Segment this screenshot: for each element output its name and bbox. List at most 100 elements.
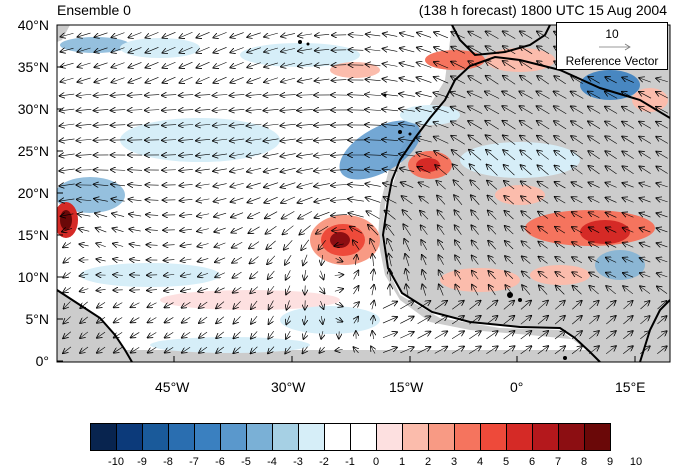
wind-vector-arrow <box>623 258 634 263</box>
wind-vector-arrow <box>230 183 244 187</box>
wind-vector-arrow <box>129 47 142 52</box>
wind-vector-arrow <box>657 243 668 247</box>
wind-vector-arrow <box>334 244 344 246</box>
wind-vector-arrow <box>485 121 499 130</box>
wind-vector-arrow <box>588 346 599 355</box>
wind-vector-arrow <box>571 166 583 175</box>
wind-vector-arrow <box>247 62 261 68</box>
wind-vector-arrow <box>572 257 583 264</box>
wind-vector-arrow <box>571 136 584 145</box>
wind-vector-arrow <box>657 286 668 294</box>
wind-vector-arrow <box>469 316 480 325</box>
wind-vector-arrow <box>605 136 617 144</box>
wind-vector-arrow <box>231 212 244 218</box>
wind-vector-arrow <box>486 150 499 161</box>
wind-vector-arrow <box>503 331 515 340</box>
wind-vector-arrow <box>280 124 296 126</box>
colorbar-swatch <box>506 423 533 451</box>
wind-vector-arrow <box>180 76 193 83</box>
wind-vector-arrow <box>281 48 296 51</box>
wind-vector-arrow <box>319 346 324 353</box>
wind-vector-arrow <box>537 346 548 355</box>
wind-vector-arrow <box>130 259 141 260</box>
wind-vector-arrow <box>383 183 398 187</box>
wind-vector-arrow <box>400 48 415 53</box>
wind-vector-arrow <box>656 78 668 81</box>
wind-vector-arrow <box>505 241 514 250</box>
wind-vector-arrow <box>213 154 228 156</box>
colorbar-swatch <box>142 423 169 451</box>
wind-vector-arrow <box>606 316 615 325</box>
wind-vector-arrow <box>588 166 600 175</box>
wind-vector-arrow <box>314 139 330 140</box>
wind-vector-arrow <box>555 272 565 279</box>
wind-vector-arrow <box>623 273 634 277</box>
wind-vector-arrow <box>334 289 343 291</box>
lat-label: 10°N <box>17 269 49 285</box>
wind-vector-arrow <box>639 183 651 187</box>
wind-vector-arrow <box>405 254 409 267</box>
reference-vector-magnitude: 10 <box>605 27 619 41</box>
wind-vector-arrow <box>639 198 651 202</box>
wind-vector-arrow <box>162 170 176 171</box>
wind-vector-arrow <box>163 76 176 83</box>
wind-vector-arrow <box>588 331 599 340</box>
wind-vector-arrow <box>555 212 566 219</box>
colorbar-label: -8 <box>163 456 173 468</box>
reference-arrow-icon <box>599 43 631 51</box>
wind-vector-arrow <box>434 331 447 339</box>
wind-vector-arrow <box>503 150 516 161</box>
wind-vector-arrow <box>331 140 348 141</box>
wind-vector-arrow <box>198 258 209 261</box>
wind-vector-arrow <box>321 331 323 339</box>
wind-vector-arrow <box>314 154 330 156</box>
wind-vector-arrow <box>214 198 227 201</box>
wind-vector-arrow <box>266 240 276 249</box>
wind-vector-arrow <box>146 32 159 37</box>
wind-vector-arrow <box>390 269 391 281</box>
wind-vector-arrow <box>554 151 566 160</box>
wind-vector-arrow <box>505 226 514 235</box>
wind-vector-arrow <box>554 316 565 325</box>
wind-vector-arrow <box>556 286 565 295</box>
wind-vector-arrow <box>146 245 158 246</box>
wind-vector-arrow <box>264 168 279 172</box>
wind-vector-arrow <box>366 34 381 36</box>
wind-vector-arrow <box>622 107 635 114</box>
wind-vector-arrow <box>264 196 278 203</box>
wind-vector-arrow <box>437 196 446 205</box>
colorbar-label: 5 <box>502 456 510 468</box>
wind-vector-arrow <box>196 139 211 140</box>
colorbar-label: -6 <box>215 456 225 468</box>
wind-vector-arrow <box>656 152 668 159</box>
wind-vector-arrow <box>303 254 307 265</box>
wind-vector-arrow <box>59 169 75 171</box>
wind-vector-arrow <box>434 301 447 310</box>
wind-vector-arrow <box>287 300 290 309</box>
wind-vector-arrow <box>504 196 514 205</box>
wind-vector-arrow <box>319 286 324 294</box>
wind-vector-arrow <box>486 316 498 325</box>
wind-vector-arrow <box>606 301 615 310</box>
wind-vector-arrow <box>640 213 651 217</box>
wind-vector-arrow <box>286 285 290 295</box>
wind-vector-arrow <box>354 271 359 280</box>
wind-vector-arrow <box>320 270 323 280</box>
wind-vector-arrow <box>299 225 311 234</box>
wind-vector-arrow <box>94 77 108 82</box>
wind-vector-arrow <box>589 212 600 218</box>
wind-vector-arrow <box>416 123 432 128</box>
wind-vector-arrow <box>554 331 565 340</box>
wind-vector-arrow <box>298 196 313 203</box>
wind-vector-arrow <box>588 106 601 114</box>
wind-vector-arrow <box>639 92 652 99</box>
wind-vector-arrow <box>298 79 313 82</box>
wind-vector-arrow <box>199 301 208 308</box>
wind-vector-arrow <box>179 124 194 125</box>
wind-vector-arrow <box>468 106 483 114</box>
wind-vector-arrow <box>537 136 550 145</box>
wind-vector-arrow <box>639 137 651 144</box>
wind-vector-arrow <box>488 256 496 265</box>
wind-vector-arrow <box>537 301 548 310</box>
wind-vector-arrow <box>571 346 582 355</box>
